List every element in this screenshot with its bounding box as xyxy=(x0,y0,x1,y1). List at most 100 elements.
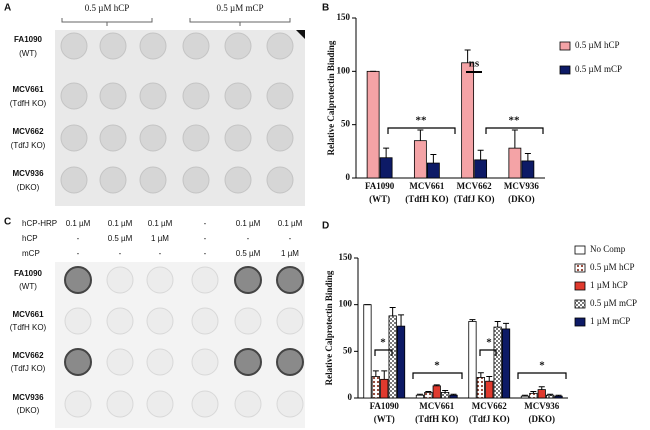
error-bar xyxy=(538,386,545,390)
dot xyxy=(146,348,174,376)
annotation: * xyxy=(539,360,545,372)
dot xyxy=(234,266,262,294)
dot xyxy=(234,348,262,376)
bar xyxy=(501,328,511,399)
error-bar xyxy=(433,384,440,386)
bar xyxy=(537,389,546,399)
x-tick-label: FA1090 xyxy=(365,181,395,191)
dot xyxy=(234,390,262,418)
dot xyxy=(99,166,127,194)
error-bar xyxy=(416,393,423,396)
dot xyxy=(224,124,252,152)
dot xyxy=(139,124,167,152)
row-label: FA1090 xyxy=(14,35,43,44)
condition-cell: - xyxy=(77,234,80,243)
dot xyxy=(146,307,174,335)
error-bar xyxy=(521,394,528,397)
error-bar xyxy=(477,149,484,160)
group-label: 0.5 µM hCP xyxy=(85,3,129,13)
bar xyxy=(474,159,488,179)
bar xyxy=(468,321,477,399)
legend-swatch xyxy=(574,263,586,273)
dot xyxy=(191,390,219,418)
bar xyxy=(413,140,427,179)
legend-label: No Comp xyxy=(590,244,626,254)
dot xyxy=(266,32,294,60)
dot xyxy=(60,82,88,110)
error-bar xyxy=(383,147,390,158)
condition-label: hCP xyxy=(22,234,38,243)
dot xyxy=(139,82,167,110)
dot xyxy=(182,82,210,110)
dot xyxy=(182,166,210,194)
condition-cell: - xyxy=(289,234,292,243)
x-tick-label: (DKO) xyxy=(529,414,556,424)
blot-c xyxy=(55,262,305,428)
condition-cell: 1 µM xyxy=(281,249,299,258)
group-label: 0.5 µM mCP xyxy=(217,3,264,13)
y-tick-label: 150 xyxy=(337,12,351,22)
legend-swatch xyxy=(559,41,571,51)
bar xyxy=(521,160,535,179)
dot xyxy=(64,307,92,335)
row-label: (TdfH KO) xyxy=(10,323,47,332)
legend-label: 0.5 µM hCP xyxy=(575,40,619,50)
bar xyxy=(366,70,380,179)
error-bar xyxy=(511,129,518,149)
condition-label: mCP xyxy=(22,249,40,258)
dot xyxy=(146,266,174,294)
condition-cell: - xyxy=(159,249,162,258)
error-bar xyxy=(530,390,537,394)
annotation: ** xyxy=(416,115,428,127)
error-bar xyxy=(477,372,484,378)
annotation: ns xyxy=(469,58,480,70)
x-tick-label: (TdfH KO) xyxy=(415,414,458,424)
row-label: (WT) xyxy=(19,49,37,58)
condition-cell: 1 µM xyxy=(151,234,169,243)
y-axis-label: Relative Calprotectin Binding xyxy=(326,40,336,155)
condition-cell: - xyxy=(204,249,207,258)
bar xyxy=(485,380,494,399)
condition-cell: 0.5 µM xyxy=(108,234,133,243)
x-tick-label: (WT) xyxy=(369,194,390,204)
dot xyxy=(146,390,174,418)
legend-swatch xyxy=(574,299,586,309)
row-label: (WT) xyxy=(19,282,37,291)
dot xyxy=(60,124,88,152)
annotation: * xyxy=(486,337,492,349)
annotation-bracket xyxy=(479,349,497,356)
error-bar xyxy=(430,154,437,164)
legend-swatch xyxy=(574,317,586,327)
dot xyxy=(191,307,219,335)
bracket xyxy=(189,18,291,26)
error-bar xyxy=(450,393,457,396)
condition-cell: - xyxy=(119,249,122,258)
bar xyxy=(363,304,372,399)
error-bar xyxy=(503,322,510,329)
error-bar xyxy=(469,319,476,322)
x-tick-label: (TdfJ KO) xyxy=(454,194,495,204)
row-label: MCV661 xyxy=(12,85,44,94)
annotation-bracket xyxy=(485,127,544,134)
dot xyxy=(276,348,304,376)
dot xyxy=(106,348,134,376)
bar xyxy=(441,391,450,399)
row-label: (TdfH KO) xyxy=(10,99,47,108)
legend-swatch xyxy=(574,281,586,291)
bar xyxy=(432,385,441,399)
error-bar xyxy=(381,370,388,380)
error-bar xyxy=(555,394,562,397)
dot xyxy=(64,266,92,294)
dot xyxy=(64,348,92,376)
condition-cell: 0.1 µM xyxy=(66,219,91,228)
bar xyxy=(424,391,433,399)
x-tick-label: FA1090 xyxy=(370,401,400,411)
x-tick-label: MCV661 xyxy=(409,181,444,191)
annotation: ** xyxy=(509,115,521,127)
condition-cell: 0.1 µM xyxy=(148,219,173,228)
bar xyxy=(554,395,563,399)
bar xyxy=(546,394,555,399)
dot xyxy=(106,307,134,335)
error-bar xyxy=(486,376,493,382)
